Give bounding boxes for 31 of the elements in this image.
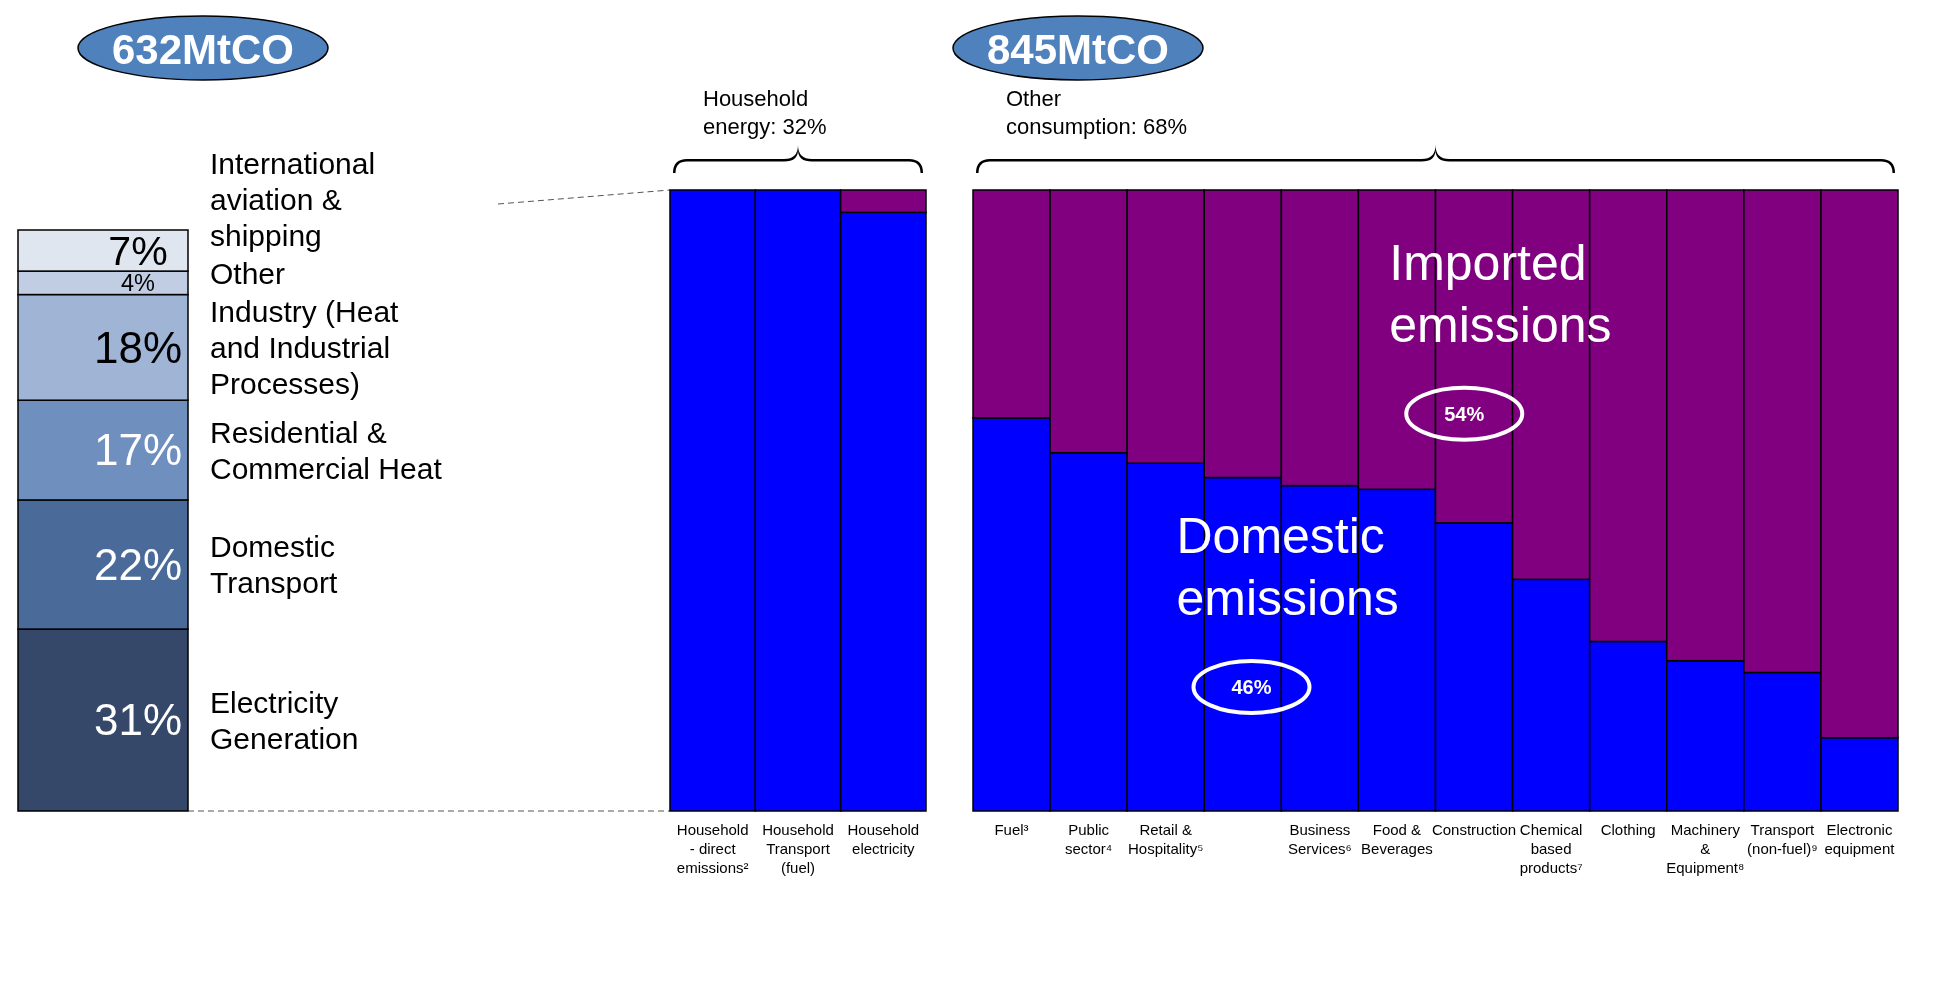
x-tick-label: Clothing [1600,821,1656,838]
series-label: Imported emissions [1389,234,1612,353]
x-tick-label: Transport (non-fuel)⁹ [1747,821,1818,857]
x-tick-label: Household electricity [847,821,920,857]
series-label: Residential & Commercial Heat [210,415,443,485]
x-tick-label: Machinery & Equipment⁸ [1666,821,1745,876]
x-tick-label: Retail & Hospitality⁵ [1128,821,1204,857]
data-label: 17% [93,425,183,475]
x-tick-label: Food & Beverages [1361,821,1433,857]
text: Other consumption: 68% [1006,86,1187,139]
annotation: 46% [1231,675,1272,698]
series-label: Domestic Transport [210,530,338,600]
x-tick-label: Construction [1431,821,1517,838]
data-label: 18% [93,322,183,372]
x-tick-label: Public sector⁴ [1064,821,1113,857]
series-label: Industry (Heat and Industrial Processes) [210,295,400,401]
x-tick-label: Business Services⁶ [1288,821,1352,857]
x-tick-label: Household Transport (fuel) [762,821,834,876]
chart-title: 845MtCO [986,26,1170,73]
x-tick-label: Fuel³ [994,821,1029,838]
x-tick-label: Household - direct emissions² [676,821,749,876]
annotation: 54% [1444,402,1485,425]
series-label: Other [210,257,286,291]
series-label: International aviation & shipping [210,147,376,253]
x-tick-label: Chemical based products⁷ [1519,821,1583,876]
series-label: Electricity Generation [210,685,359,755]
text: Household energy: 32% [703,86,827,139]
chart-title: 632MtCO [111,26,295,73]
data-label: 22% [93,539,183,589]
x-tick-label: Electronic equipment [1824,821,1896,857]
data-label: 31% [93,695,183,745]
